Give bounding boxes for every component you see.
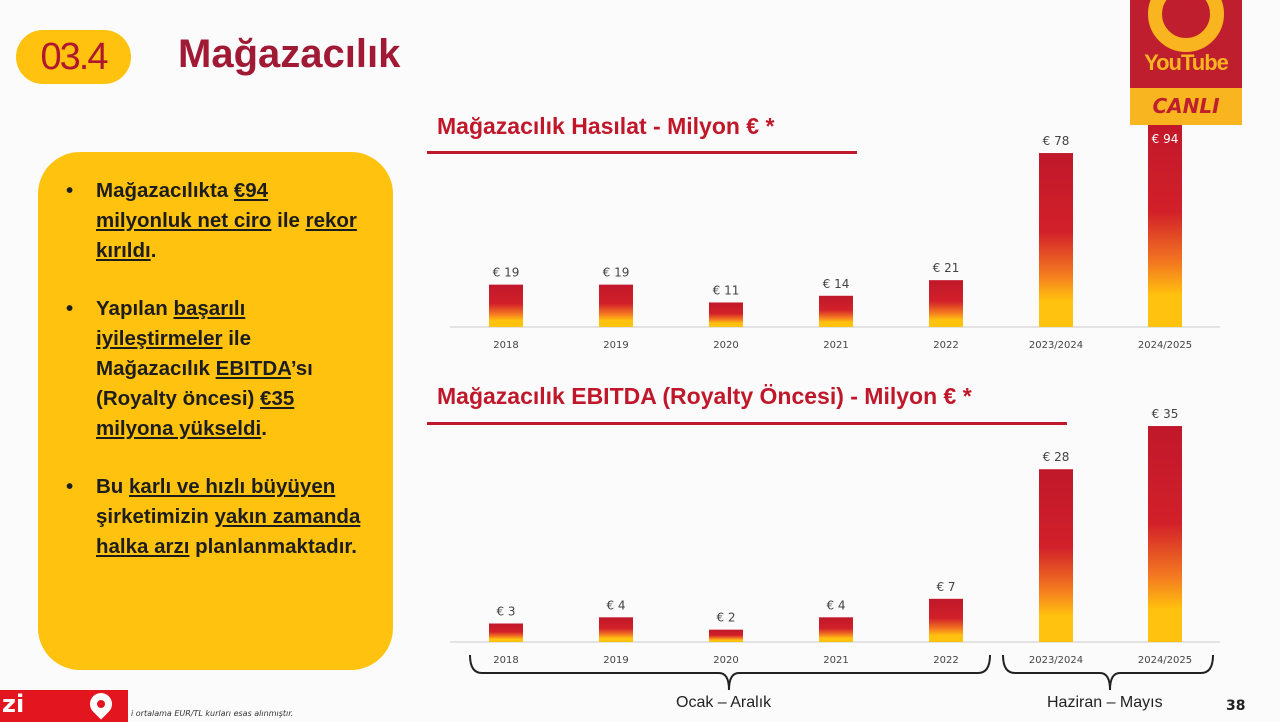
group-label-jun-may: Haziran – Mayıs bbox=[1047, 694, 1163, 711]
highlights-box: Mağazacılıkta €94 milyonluk net ciro ile… bbox=[38, 152, 393, 670]
x-tick-label: 2020 bbox=[713, 340, 738, 351]
data-label: € 28 bbox=[1043, 450, 1070, 464]
bar bbox=[599, 284, 633, 327]
data-label: € 19 bbox=[603, 266, 630, 280]
text: ile bbox=[271, 209, 306, 232]
youtube-live-logo: 1905 YouTube CANLI bbox=[1130, 0, 1242, 125]
bullet-item: Bu karlı ve hızlı büyüyen şirketimizin y… bbox=[66, 472, 363, 562]
x-tick-label: 2023/2024 bbox=[1029, 655, 1083, 666]
group-bracket bbox=[1002, 654, 1214, 691]
text: Bu bbox=[96, 475, 130, 498]
data-label: € 14 bbox=[823, 277, 850, 291]
x-tick-label: 2022 bbox=[933, 340, 958, 351]
bar bbox=[709, 629, 743, 642]
data-label: € 35 bbox=[1152, 407, 1179, 421]
bullet-item: Yapılan başarılı iyileştirmeler ile Mağa… bbox=[66, 294, 363, 444]
bar bbox=[929, 280, 963, 327]
data-label: € 19 bbox=[493, 266, 520, 280]
text: . bbox=[261, 417, 267, 440]
underlined-text: €94 milyonluk net ciro bbox=[96, 179, 272, 232]
data-label: € 7 bbox=[936, 580, 955, 594]
text: ile Mağazacılık bbox=[96, 327, 251, 380]
x-tick-label: 2020 bbox=[713, 655, 738, 666]
text: Yapılan bbox=[96, 297, 174, 320]
ebitda-title-underline bbox=[427, 422, 1067, 425]
bar bbox=[1039, 153, 1073, 327]
page-title: Mağazacılık bbox=[178, 32, 401, 76]
x-tick-label: 2019 bbox=[603, 655, 628, 666]
bar bbox=[489, 623, 523, 642]
bar bbox=[1148, 117, 1182, 327]
data-label: € 2 bbox=[716, 611, 735, 625]
text: ’sı (Royalty öncesi) bbox=[96, 357, 313, 410]
data-label: € 94 bbox=[1152, 132, 1179, 146]
page-number: 38 bbox=[1226, 698, 1246, 714]
underlined-text: yakın zamanda halka arzı bbox=[96, 505, 361, 558]
live-label: CANLI bbox=[1130, 88, 1242, 125]
underlined-text: başarılı iyileştirmeler bbox=[96, 297, 246, 350]
text: . bbox=[150, 239, 157, 262]
data-label: € 11 bbox=[713, 283, 740, 297]
bar bbox=[929, 598, 963, 642]
underlined-text: €35 milyona yükseldi bbox=[96, 387, 295, 440]
bar bbox=[819, 295, 853, 327]
text: Mağazacılıkta bbox=[96, 179, 234, 202]
crest-year: 1905 bbox=[1175, 0, 1197, 9]
x-tick-label: 2021 bbox=[823, 340, 848, 351]
underlined-text: karlı ve hızlı büyüyen bbox=[129, 475, 336, 498]
text: şirketimizin bbox=[96, 505, 215, 528]
text: planlanmaktadır. bbox=[189, 535, 357, 558]
bar bbox=[1148, 426, 1182, 642]
group-bracket bbox=[469, 654, 991, 691]
underlined-text: EBITDA bbox=[215, 357, 291, 380]
revenue-title-underline bbox=[427, 151, 857, 154]
underlined-text: rekor kırıldı bbox=[96, 209, 357, 262]
group-label-jan-dec: Ocak – Aralık bbox=[676, 694, 772, 711]
x-tick-label: 2018 bbox=[493, 340, 518, 351]
brand-text: YouTube bbox=[1144, 50, 1229, 75]
x-tick-label: 2024/2025 bbox=[1138, 655, 1192, 666]
revenue-chart-title: Mağazacılık Hasılat - Milyon € * bbox=[437, 113, 775, 139]
x-tick-label: 2023/2024 bbox=[1029, 340, 1083, 351]
bar bbox=[1039, 469, 1073, 642]
bar bbox=[489, 284, 523, 327]
bar bbox=[599, 617, 633, 642]
data-label: € 4 bbox=[826, 598, 845, 612]
footnote: i ortalama EUR/TL kurları esas alınmıştı… bbox=[131, 709, 294, 718]
x-tick-label: 2018 bbox=[493, 655, 518, 666]
x-tick-label: 2019 bbox=[603, 340, 628, 351]
x-tick-label: 2022 bbox=[933, 655, 958, 666]
ebitda-chart-title: Mağazacılık EBITDA (Royalty Öncesi) - Mi… bbox=[437, 383, 972, 409]
bar bbox=[709, 302, 743, 327]
data-label: € 4 bbox=[606, 598, 625, 612]
bullet-item: Mağazacılıkta €94 milyonluk net ciro ile… bbox=[66, 176, 363, 266]
x-tick-label: 2021 bbox=[823, 655, 848, 666]
data-label: € 78 bbox=[1043, 134, 1070, 148]
data-label: € 3 bbox=[496, 604, 515, 618]
x-tick-label: 2024/2025 bbox=[1138, 340, 1192, 351]
bar bbox=[819, 617, 853, 642]
data-label: € 21 bbox=[933, 261, 960, 275]
section-number-badge: 03.4 bbox=[16, 30, 131, 84]
